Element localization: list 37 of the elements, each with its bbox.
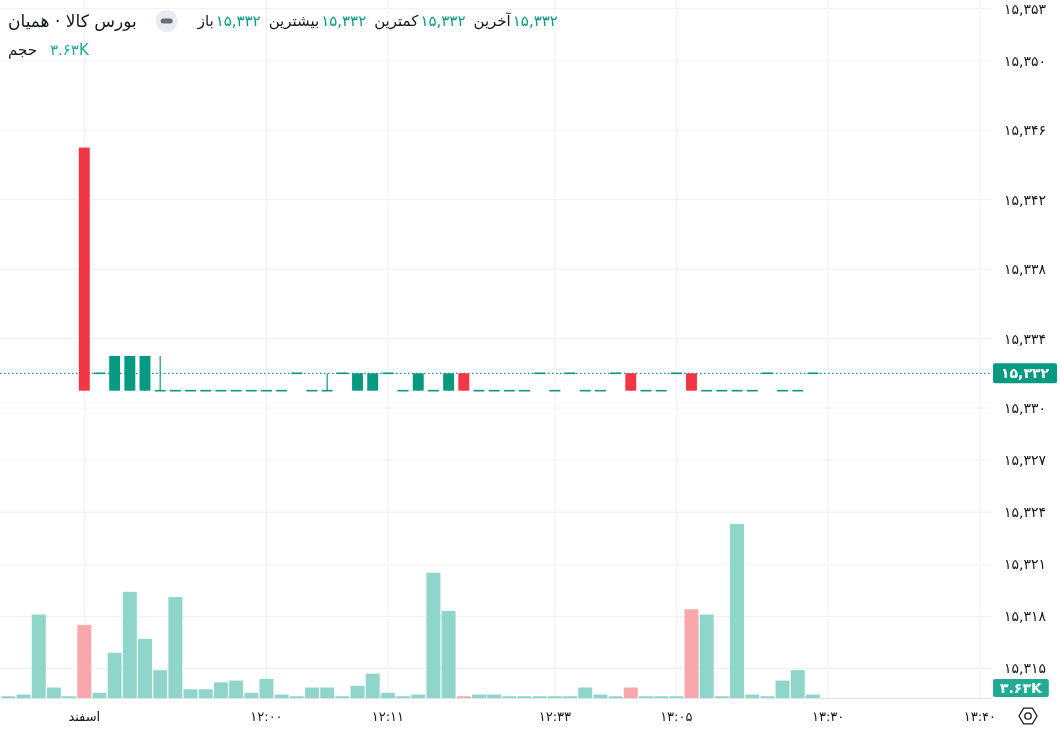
annotation: ۱۵,۳۳۲ bbox=[321, 12, 367, 30]
y-tick-label: ۱۵,۳۴۶ bbox=[1004, 122, 1047, 139]
annotation: ۳.۶۳K bbox=[49, 41, 90, 59]
bar bbox=[441, 611, 456, 698]
text: بورس کالا · همیان bbox=[8, 11, 137, 31]
annotation: باز bbox=[196, 12, 214, 30]
bar bbox=[77, 624, 92, 698]
y-tick-label: ۱۵,۳۱۵ bbox=[1004, 660, 1047, 677]
bar bbox=[684, 609, 699, 698]
bar bbox=[92, 692, 107, 698]
x-tick-label: ۱۲:۱۱ bbox=[371, 708, 405, 724]
y-tick-label: ۱۵,۳۳۴ bbox=[1004, 330, 1047, 347]
annotation: ۱۵,۳۳۲ bbox=[512, 12, 558, 30]
x-tick-label: اسفند bbox=[68, 708, 101, 724]
y-tick-label: ۱۵,۳۵۳ bbox=[1004, 0, 1047, 17]
annotation: کمترین bbox=[374, 12, 420, 30]
y-tick-label: ۱۵,۳۴۲ bbox=[1004, 191, 1047, 208]
text: ۳.۶۳K bbox=[999, 680, 1043, 696]
annotation: آخرین bbox=[473, 12, 512, 30]
annotation: ۱۵,۳۳۲ bbox=[215, 12, 261, 30]
annotation: بیشترین bbox=[268, 12, 320, 30]
x-tick-label: ۱۳:۴۰ bbox=[963, 708, 997, 724]
y-tick-label: ۱۵,۳۲۷ bbox=[1004, 452, 1047, 469]
x-tick-label: ۱۳:۳۰ bbox=[811, 708, 845, 724]
x-tick-label: ۱۲:۰۰ bbox=[250, 708, 283, 724]
annotation: ۱۵,۳۳۲ bbox=[420, 12, 466, 30]
y-tick-label: ۱۵,۳۵۰ bbox=[1004, 52, 1047, 69]
y-tick-label: ۱۵,۳۲۴ bbox=[1004, 504, 1047, 521]
x-tick-label: ۱۳:۰۵ bbox=[660, 708, 693, 724]
x-tick-label: ۱۲:۳۳ bbox=[538, 708, 572, 724]
y-tick-label: ۱۵,۳۳۰ bbox=[1004, 400, 1047, 417]
bar bbox=[623, 687, 638, 698]
y-tick-label: ۱۵,۳۱۸ bbox=[1004, 608, 1047, 625]
y-tick-label: ۱۵,۳۳۸ bbox=[1004, 261, 1047, 278]
chart-title: حجم bbox=[8, 41, 37, 59]
y-tick-label: ۱۵,۳۲۱ bbox=[1004, 556, 1047, 573]
ref-line-label: ۱۵,۳۳۲ bbox=[1000, 365, 1050, 382]
